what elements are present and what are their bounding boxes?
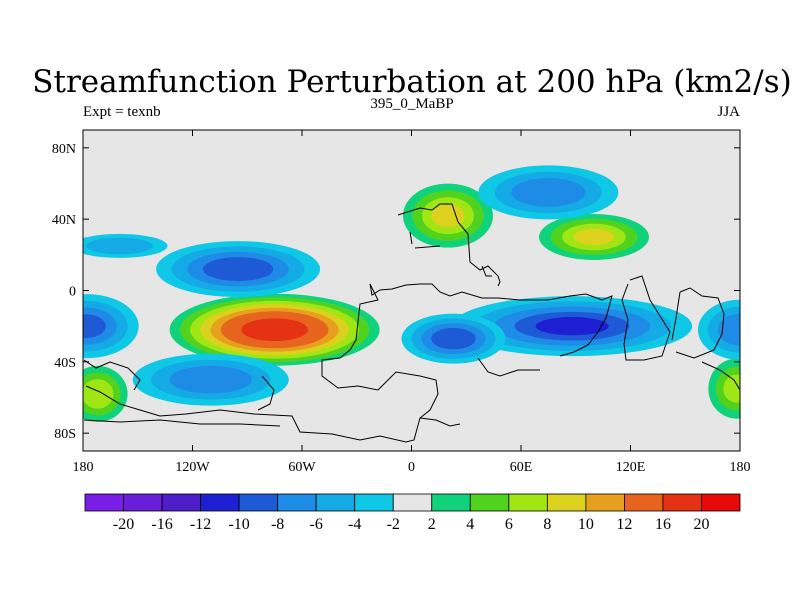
colorbar-swatch: [123, 493, 163, 512]
colorbar-swatch: [277, 493, 317, 512]
contour-band: [169, 365, 253, 394]
colorbar-swatch: [431, 493, 471, 512]
coastlines: [83, 203, 740, 443]
x-tick-label: 180: [730, 460, 751, 475]
colorbar-swatch: [662, 493, 702, 512]
contour-band: [431, 327, 476, 350]
colorbar-label: -20: [113, 516, 134, 533]
colorbar-label: -16: [151, 516, 172, 533]
colorbar-swatch: [200, 493, 240, 512]
colorbar-swatch: [392, 493, 433, 512]
contour-band: [241, 318, 308, 342]
x-tick-label: 120E: [616, 460, 646, 475]
colorbar-label: 12: [616, 516, 632, 533]
colorbar-label: 16: [655, 516, 671, 533]
contour-band: [573, 228, 615, 246]
colorbar-swatch: [469, 493, 510, 512]
case-label: 395_0_MaBP: [370, 96, 453, 112]
colorbar-swatch: [508, 493, 548, 512]
colorbar-label: 6: [505, 516, 513, 533]
x-tick-label: 60W: [288, 460, 316, 475]
colorbar-swatch: [161, 493, 201, 512]
contour-band: [723, 374, 740, 403]
y-tick-label: 80N: [52, 142, 76, 157]
contour-band: [86, 237, 153, 255]
colorbar-label: 10: [578, 516, 594, 533]
colorbar-label: 2: [428, 516, 436, 533]
y-tick-label: 40S: [54, 356, 76, 371]
contour-band: [83, 314, 106, 338]
colorbar-label: -10: [228, 516, 249, 533]
contour-band: [83, 379, 114, 409]
x-tick-label: 60E: [510, 460, 533, 475]
colorbar-label: 4: [466, 516, 474, 533]
chart-title: Streamfunction Perturbation at 200 hPa (…: [32, 64, 791, 100]
x-axis: 180 120W 60W 0 60E 120E 180: [73, 130, 751, 475]
contour-band: [431, 203, 465, 228]
x-tick-label: 120W: [175, 460, 210, 475]
contour-band: [535, 317, 609, 336]
colorbar-label: -2: [387, 516, 400, 533]
x-tick-label: 0: [408, 460, 415, 475]
colorbar-swatch: [84, 493, 124, 512]
y-tick-label: 0: [69, 285, 76, 300]
streamfunction-field: [83, 165, 740, 422]
colorbar-swatch: [238, 493, 279, 512]
colorbar-swatch: [624, 493, 664, 512]
y-tick-label: 40N: [52, 213, 76, 228]
y-axis: 80N 40N 0 40S 80S: [52, 142, 740, 442]
colorbar-swatch: [315, 493, 356, 512]
colorbar-swatch: [701, 493, 741, 512]
colorbar-swatch: [546, 493, 587, 512]
contour-band: [511, 178, 586, 207]
colorbar-label: -6: [310, 516, 323, 533]
colorbar-label: -8: [271, 516, 284, 533]
colorbar-label: 8: [543, 516, 551, 533]
y-tick-label: 80S: [54, 427, 76, 442]
expt-label: Expt = texnb: [83, 104, 161, 120]
colorbar-swatch: [585, 493, 625, 512]
colorbar: -20 -16 -12 -10 -8 -6 -4 -2 2 4 6 8 10 12 16 20: [84, 493, 741, 533]
x-tick-label: 180: [73, 460, 94, 475]
colorbar-label: 20: [693, 516, 709, 533]
contour-band: [202, 257, 274, 282]
season-label: JJA: [717, 104, 740, 120]
colorbar-label: -12: [190, 516, 211, 533]
colorbar-label: -4: [348, 516, 361, 533]
colorbar-swatch: [354, 493, 394, 512]
